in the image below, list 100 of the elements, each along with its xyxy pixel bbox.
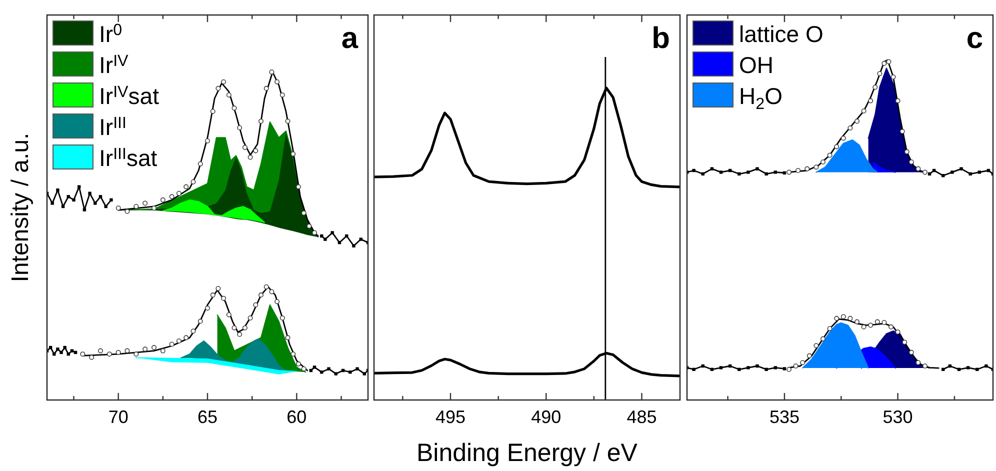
point	[290, 152, 296, 156]
point	[327, 367, 330, 370]
point	[264, 86, 269, 91]
point	[142, 346, 148, 352]
point	[232, 106, 237, 111]
point	[50, 202, 54, 205]
point	[124, 208, 130, 214]
point	[782, 367, 786, 370]
point	[116, 350, 121, 355]
point	[848, 126, 853, 130]
point	[184, 335, 189, 340]
point	[306, 224, 312, 229]
point	[908, 160, 914, 164]
point	[950, 170, 954, 174]
point	[827, 152, 832, 158]
point	[190, 328, 196, 334]
x-tick-label: 535	[769, 407, 800, 427]
point	[280, 92, 285, 98]
point	[205, 306, 210, 311]
point	[764, 172, 768, 176]
point	[285, 335, 290, 340]
point	[296, 361, 301, 366]
point	[269, 70, 274, 74]
point	[804, 166, 810, 172]
point	[820, 160, 826, 164]
point	[134, 204, 139, 209]
point	[78, 185, 81, 188]
legend-label: Ir$^{IV}$	[99, 52, 129, 78]
point	[356, 367, 359, 370]
point	[922, 364, 928, 368]
point	[774, 366, 777, 370]
x-tick-label: 495	[435, 407, 466, 427]
point	[756, 364, 759, 368]
point	[886, 59, 892, 64]
point	[88, 192, 92, 195]
point	[786, 170, 792, 175]
point	[814, 343, 819, 348]
point	[312, 230, 317, 236]
point	[882, 320, 887, 325]
point	[184, 184, 189, 190]
chart-title: c	[966, 22, 983, 55]
legend-label: Ir$^{0}$	[99, 20, 122, 47]
point	[142, 200, 148, 206]
point	[296, 184, 301, 190]
point	[290, 352, 296, 357]
point	[692, 368, 696, 371]
point	[56, 348, 60, 351]
point	[169, 342, 174, 347]
legend-label: H$_{2}$O	[739, 83, 782, 113]
point	[312, 366, 316, 369]
point	[916, 360, 921, 366]
point	[868, 322, 874, 328]
point	[124, 348, 130, 354]
point	[98, 348, 103, 354]
point	[922, 170, 928, 175]
point	[746, 170, 750, 174]
point	[242, 144, 248, 150]
chart-title: a	[341, 22, 358, 55]
point	[908, 350, 914, 355]
point	[248, 154, 253, 160]
point	[840, 314, 846, 320]
point	[169, 194, 174, 200]
point	[796, 168, 801, 173]
point	[800, 360, 806, 366]
point	[904, 149, 910, 154]
point	[258, 292, 264, 298]
x-tick-label: 70	[108, 407, 128, 427]
point	[895, 330, 900, 334]
point	[764, 368, 768, 371]
legend-label: OH	[739, 52, 774, 78]
point	[719, 170, 723, 174]
x-tick-label: 65	[197, 407, 218, 427]
point	[352, 244, 356, 248]
point	[900, 128, 905, 134]
point	[60, 350, 63, 354]
point	[63, 346, 66, 350]
point	[152, 206, 156, 211]
point	[242, 325, 248, 330]
point	[978, 170, 981, 174]
point	[274, 299, 280, 304]
point	[134, 352, 139, 357]
point	[237, 332, 242, 337]
point	[861, 108, 866, 114]
point	[80, 352, 86, 357]
point	[190, 179, 196, 184]
legend-label: lattice O	[739, 21, 824, 47]
point	[786, 366, 792, 372]
point	[692, 168, 696, 172]
point	[152, 345, 156, 350]
point	[94, 202, 97, 205]
point	[258, 118, 264, 124]
point	[110, 198, 113, 202]
point	[106, 352, 112, 357]
point	[226, 92, 232, 98]
point	[82, 208, 86, 212]
point	[820, 336, 826, 342]
point	[890, 74, 896, 80]
point	[216, 286, 221, 291]
point	[895, 98, 900, 104]
point	[264, 284, 269, 290]
